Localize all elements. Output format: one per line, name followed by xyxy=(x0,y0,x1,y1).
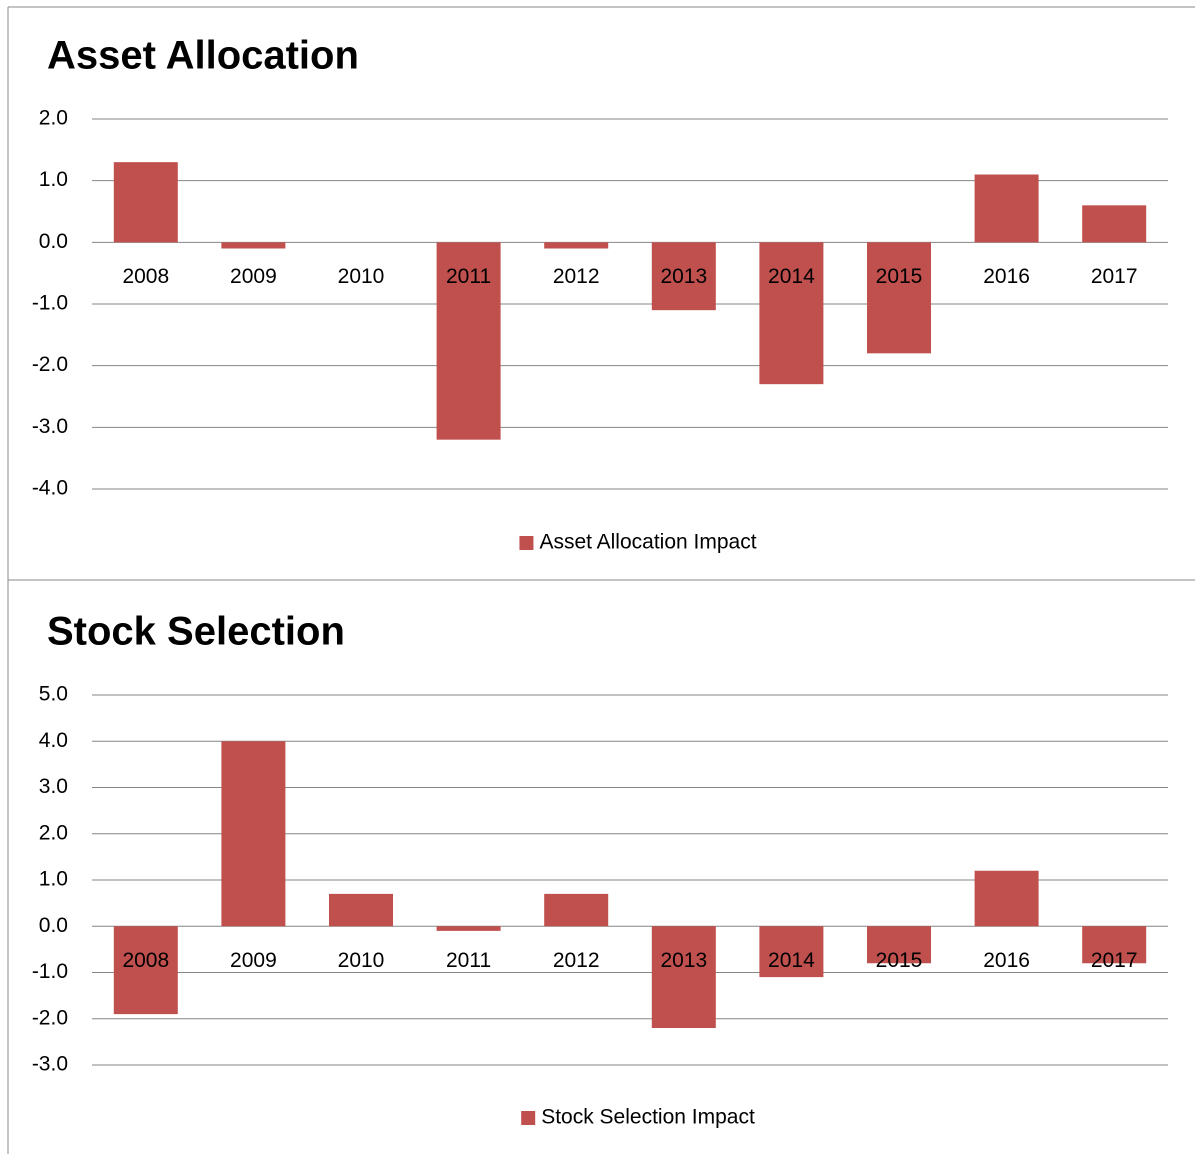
chart-title: Asset Allocation xyxy=(47,34,359,78)
bar xyxy=(436,926,501,931)
y-tick-label: 2.0 xyxy=(39,107,68,130)
x-tick-label: 2015 xyxy=(876,265,923,288)
y-tick-label: -2.0 xyxy=(32,1006,68,1029)
x-tick-label: 2014 xyxy=(768,949,815,972)
bar xyxy=(974,870,1039,927)
x-tick-label: 2013 xyxy=(660,265,707,288)
y-tick-label: -3.0 xyxy=(32,415,68,438)
bar xyxy=(1082,926,1147,964)
y-tick-label: 0.0 xyxy=(39,230,68,253)
x-tick-label: 2013 xyxy=(660,949,707,972)
bar xyxy=(544,893,609,927)
bar xyxy=(759,926,824,978)
x-tick-label: 2009 xyxy=(230,265,277,288)
bar xyxy=(651,242,716,311)
bar xyxy=(544,242,609,249)
y-tick-label: 4.0 xyxy=(39,729,68,752)
bar xyxy=(867,242,931,354)
y-tick-label: -4.0 xyxy=(32,477,68,500)
bar xyxy=(436,242,501,440)
chart-title: Stock Selection xyxy=(47,610,345,654)
bar xyxy=(221,741,286,927)
bar xyxy=(113,926,178,1015)
x-tick-label: 2016 xyxy=(983,949,1030,972)
x-tick-label: 2010 xyxy=(338,949,385,972)
bar xyxy=(113,162,178,243)
x-tick-label: 2012 xyxy=(553,265,600,288)
y-tick-label: 2.0 xyxy=(39,821,68,844)
y-tick-label: -1.0 xyxy=(32,292,68,315)
y-tick-label: 0.0 xyxy=(39,914,68,937)
x-tick-label: 2008 xyxy=(122,265,169,288)
x-tick-label: 2015 xyxy=(876,949,923,972)
x-tick-label: 2011 xyxy=(446,265,491,288)
x-tick-label: 2012 xyxy=(553,949,600,972)
bar xyxy=(974,174,1039,243)
bar xyxy=(329,893,393,927)
legend-label: Stock Selection Impact xyxy=(541,1106,755,1129)
bar xyxy=(1082,205,1147,243)
x-tick-label: 2010 xyxy=(338,265,385,288)
y-tick-label: -1.0 xyxy=(32,960,68,983)
x-tick-label: 2008 xyxy=(122,949,169,972)
x-tick-label: 2017 xyxy=(1091,265,1138,288)
bar xyxy=(651,926,716,1028)
x-tick-label: 2017 xyxy=(1091,949,1138,972)
x-tick-label: 2014 xyxy=(768,265,815,288)
y-tick-label: -3.0 xyxy=(32,1053,68,1076)
y-tick-label: 1.0 xyxy=(39,868,68,891)
bar xyxy=(759,242,824,385)
y-tick-label: -2.0 xyxy=(32,353,68,376)
y-tick-label: 5.0 xyxy=(39,683,68,706)
y-tick-label: 3.0 xyxy=(39,775,68,798)
x-tick-label: 2009 xyxy=(230,949,277,972)
bar xyxy=(221,242,286,249)
y-tick-label: 1.0 xyxy=(39,168,68,191)
legend-swatch xyxy=(521,1111,536,1125)
legend-swatch xyxy=(519,536,534,550)
legend-label: Asset Allocation Impact xyxy=(539,531,756,554)
x-tick-label: 2011 xyxy=(446,949,491,972)
bar xyxy=(867,926,931,964)
x-tick-label: 2016 xyxy=(983,265,1030,288)
